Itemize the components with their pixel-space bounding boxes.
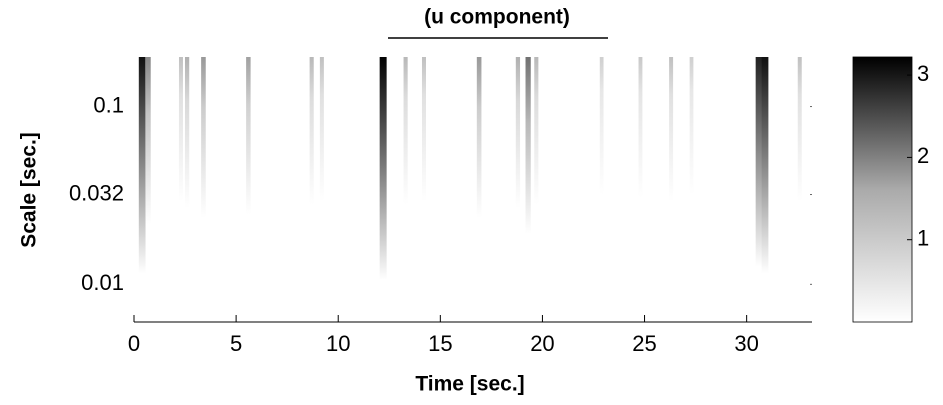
scalogram-streak [184, 57, 190, 209]
scalogram-streak [403, 57, 408, 205]
x-tick-label: 10 [326, 331, 350, 356]
y-tick-label: 0.01 [81, 270, 124, 295]
y-axis-label: Scale [sec.] [18, 132, 41, 248]
scalogram-streak [246, 57, 251, 215]
x-tick-label: 0 [128, 331, 140, 356]
scalogram-streak [797, 57, 802, 202]
scalogram-streak [534, 57, 539, 205]
scalogram-streak [689, 57, 694, 195]
scalogram-streak [421, 57, 426, 202]
colorbar-tick-label: 3 [917, 61, 929, 86]
y-tick-label: 0.032 [69, 180, 124, 205]
y-tick-label: 0.1 [93, 92, 124, 117]
scalogram-streak [761, 57, 769, 274]
scalogram-streak [515, 57, 521, 209]
x-axis-label: Time [sec.] [415, 373, 524, 396]
x-tick-label: 25 [632, 331, 656, 356]
scalogram-streak [138, 57, 146, 274]
scalogram-streak [178, 57, 183, 202]
chart-title: (u component) [424, 6, 570, 29]
scalogram-streak [201, 57, 206, 218]
scalogram-streak [525, 57, 531, 235]
scalogram-streak [599, 57, 604, 195]
colorbar [852, 56, 913, 323]
scalogram-streak [476, 57, 482, 218]
colorbar-tick-label: 1 [917, 226, 929, 251]
scalogram-streak [319, 57, 324, 202]
x-tick-label: 5 [230, 331, 242, 356]
x-tick-label: 30 [734, 331, 758, 356]
scalogram-streak [379, 57, 387, 280]
scalogram-streak [309, 57, 314, 205]
x-tick-label: 15 [428, 331, 452, 356]
scalogram-streak [638, 57, 643, 199]
colorbar-tick-label: 2 [917, 143, 929, 168]
scalogram-streak [755, 57, 763, 267]
x-tick-label: 20 [530, 331, 554, 356]
scalogram-streak [669, 57, 674, 202]
scalogram-streak [145, 57, 151, 225]
